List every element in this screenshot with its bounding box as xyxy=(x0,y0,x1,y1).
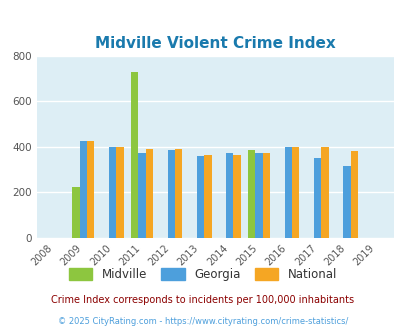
Bar xyxy=(320,147,328,238)
Bar xyxy=(233,155,240,238)
Bar xyxy=(116,147,124,238)
Bar xyxy=(226,152,233,238)
Bar xyxy=(291,147,298,238)
Bar xyxy=(72,186,79,238)
Bar xyxy=(131,72,138,238)
Bar xyxy=(204,155,211,238)
Legend: Midville, Georgia, National: Midville, Georgia, National xyxy=(64,263,341,286)
Text: Crime Index corresponds to incidents per 100,000 inhabitants: Crime Index corresponds to incidents per… xyxy=(51,295,354,305)
Bar xyxy=(255,152,262,238)
Bar xyxy=(262,152,269,238)
Bar xyxy=(284,147,291,238)
Bar xyxy=(196,156,204,238)
Text: © 2025 CityRating.com - https://www.cityrating.com/crime-statistics/: © 2025 CityRating.com - https://www.city… xyxy=(58,317,347,326)
Bar xyxy=(343,166,350,238)
Bar xyxy=(350,151,357,238)
Bar xyxy=(247,150,255,238)
Bar xyxy=(79,141,87,238)
Bar xyxy=(313,158,320,238)
Bar xyxy=(145,149,153,238)
Bar xyxy=(109,147,116,238)
Bar xyxy=(138,152,145,238)
Bar xyxy=(175,149,182,238)
Bar xyxy=(167,150,175,238)
Title: Midville Violent Crime Index: Midville Violent Crime Index xyxy=(95,36,335,51)
Bar xyxy=(87,141,94,238)
